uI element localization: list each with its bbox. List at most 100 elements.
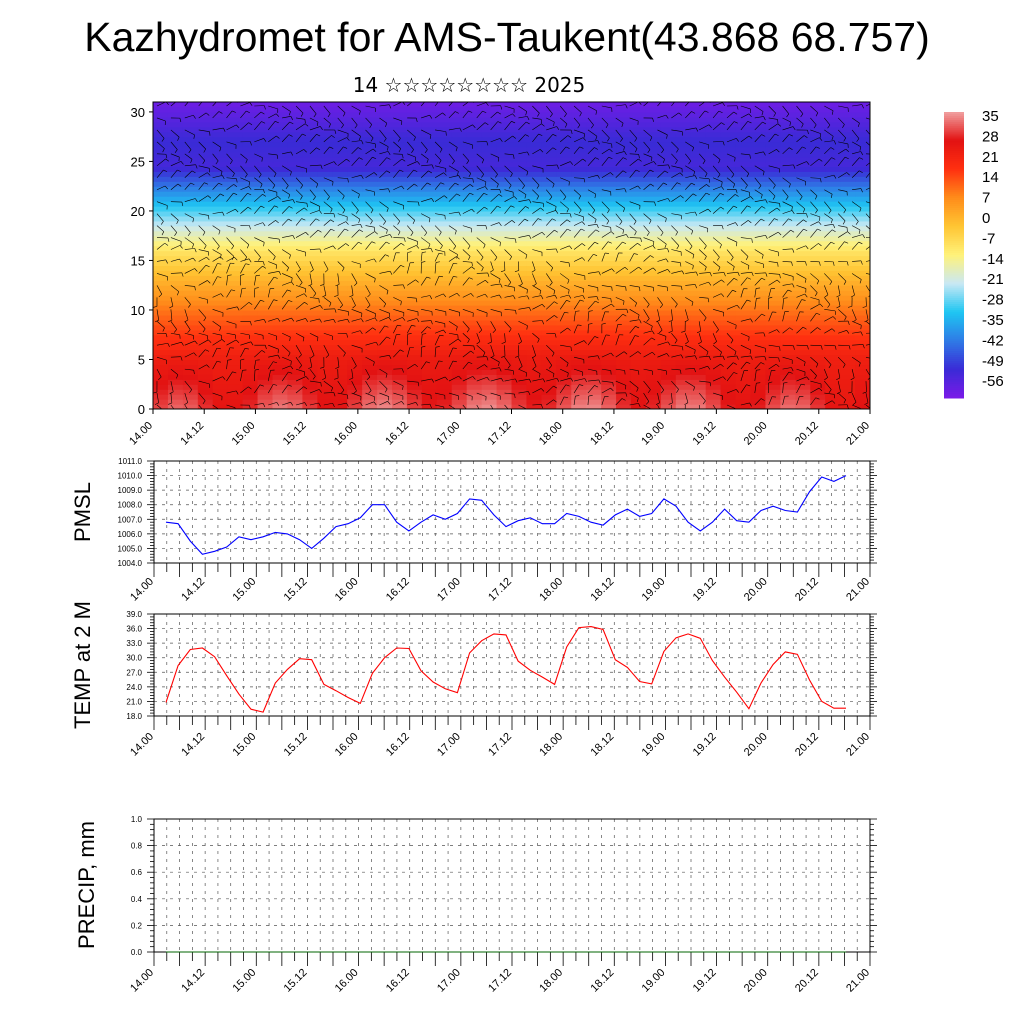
heatmap-cell <box>840 146 856 153</box>
heatmap-cell <box>690 102 707 108</box>
wind-barb <box>198 249 209 252</box>
heatmap-cell <box>601 240 617 247</box>
heatmap-cell <box>153 205 169 212</box>
page-title: Kazhydromet for AMS-Taukent(43.868 68.75… <box>84 14 930 60</box>
heatmap-cell <box>660 181 677 187</box>
wind-barb <box>448 338 459 346</box>
heatmap-cell <box>541 314 557 321</box>
wind-barb-flag <box>319 210 322 214</box>
heatmap-cell <box>287 369 303 375</box>
heatmap-cell <box>481 255 498 262</box>
wind-barb-flag <box>691 230 694 235</box>
heatmap-cell <box>645 359 662 366</box>
heatmap-cell <box>735 379 752 385</box>
heatmap-cell <box>541 324 557 331</box>
heatmap-cell <box>406 329 423 336</box>
heatmap-cell <box>675 404 692 409</box>
wind-barb <box>184 257 194 262</box>
heatmap-cell <box>287 181 303 187</box>
heatmap-cell <box>153 181 169 187</box>
heatmap-cell <box>481 111 498 118</box>
wind-barb <box>532 261 536 271</box>
heatmap-cell <box>167 186 184 192</box>
heatmap-cell <box>332 324 348 331</box>
wind-barb-flag <box>162 411 164 415</box>
wind-barb-flag <box>764 356 767 361</box>
heatmap-cell <box>631 230 647 237</box>
heatmap-cell <box>586 324 602 331</box>
heatmap-cell <box>347 205 363 212</box>
wind-barb <box>281 273 293 279</box>
heatmap-cell <box>690 364 707 370</box>
wind-barb-flag <box>747 265 750 270</box>
wind-barb <box>379 380 388 390</box>
heatmap-cell <box>586 369 602 375</box>
heatmap-cell <box>153 339 169 346</box>
heatmap-cell <box>825 245 841 252</box>
wind-barb-flag <box>349 377 354 380</box>
heatmap-cell <box>421 349 438 356</box>
wind-barb <box>601 334 607 346</box>
wind-barb <box>838 329 847 334</box>
heatmap-cell <box>436 290 453 296</box>
heatmap-cell <box>720 344 737 351</box>
heatmap-cell <box>242 399 259 405</box>
heatmap-cell <box>227 151 244 158</box>
heatmap-cell <box>182 235 199 242</box>
wind-barb-flag <box>834 345 837 350</box>
heatmap-cell <box>705 275 722 281</box>
wind-barb <box>615 266 626 274</box>
wind-barb <box>601 303 612 310</box>
wind-barb-flag <box>492 329 496 333</box>
heatmap-cell <box>466 379 483 385</box>
heatmap-cell <box>735 201 752 207</box>
heatmap-cell <box>272 265 289 271</box>
heatmap-cell <box>392 384 408 390</box>
heatmap-cell <box>362 275 378 281</box>
heatmap-cell <box>451 161 468 167</box>
wind-barb <box>643 309 650 319</box>
wind-barb-flag <box>413 169 418 172</box>
heatmap-cell <box>227 240 244 247</box>
heatmap-cell <box>451 111 468 118</box>
wind-barb <box>448 249 458 255</box>
wind-barb <box>198 237 207 246</box>
heatmap-cell <box>601 245 617 252</box>
wind-barb <box>212 211 223 214</box>
heatmap-cell <box>496 161 513 167</box>
wind-barb <box>393 252 396 262</box>
heatmap-cell <box>481 364 498 370</box>
wind-barb-flag <box>875 333 876 337</box>
heatmap-cell <box>466 339 483 346</box>
heatmap-cell <box>705 280 722 286</box>
heatmap-cell <box>660 334 677 341</box>
heatmap-cell <box>720 116 737 123</box>
heatmap-cell <box>451 399 468 405</box>
heatmap-cell <box>645 191 662 197</box>
heatmap-cell <box>212 136 229 143</box>
heatmap-cell <box>496 215 513 222</box>
wind-barb <box>740 261 750 266</box>
heatmap-cell <box>571 181 587 187</box>
wind-barb <box>615 380 627 386</box>
heatmap-cell <box>466 250 483 257</box>
wind-barb <box>782 273 794 277</box>
heatmap-cell <box>257 102 274 108</box>
wind-barb-flag <box>402 385 404 390</box>
heatmap-cell <box>496 309 513 316</box>
wind-barb-flag <box>514 394 516 399</box>
wind-barb <box>518 235 530 238</box>
heatmap-cell <box>197 404 214 409</box>
wind-barb <box>782 218 789 226</box>
heatmap-cell <box>481 196 498 202</box>
heatmap-cell <box>421 240 438 247</box>
heatmap-cell <box>690 126 707 133</box>
wind-barb-flag <box>482 352 486 357</box>
heatmap-cell <box>631 225 647 232</box>
heatmap-cell <box>705 196 722 202</box>
heatmap-cell <box>526 329 542 336</box>
heatmap-cell <box>616 324 632 331</box>
heatmap-cell <box>302 215 318 222</box>
heatmap-cell <box>212 270 229 276</box>
heatmap-cell <box>257 300 274 306</box>
